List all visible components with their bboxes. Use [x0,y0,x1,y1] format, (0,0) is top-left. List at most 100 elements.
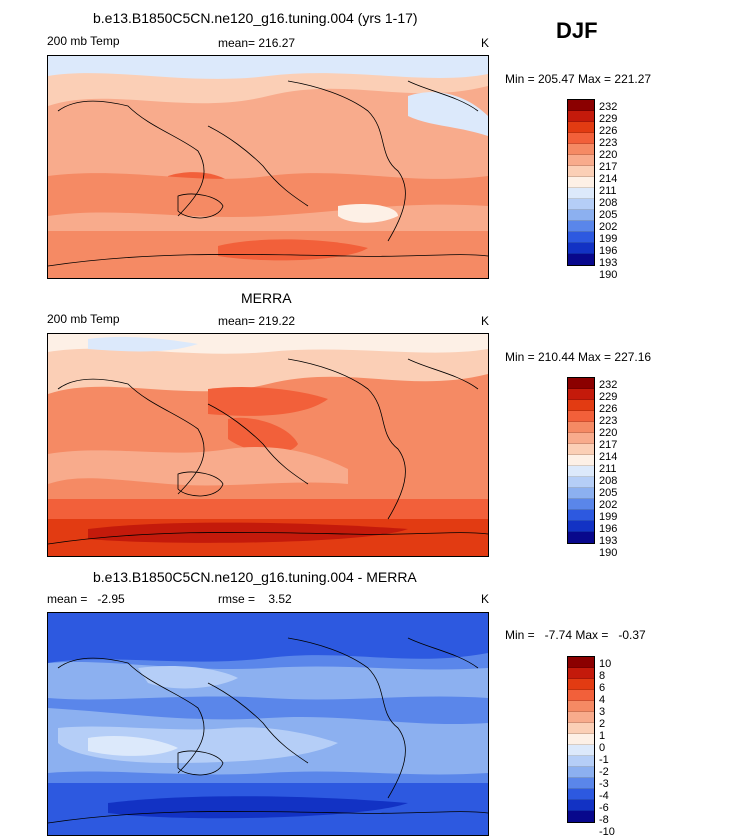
panel3-colorbar [567,656,595,823]
colorbar-tick-label: 229 [599,113,618,125]
panel2-title: MERRA [241,290,292,306]
colorbar-cell [568,811,594,822]
colorbar-cell [568,477,594,488]
colorbar-cell [568,499,594,510]
panel1-contour-field [48,56,488,278]
colorbar-tick-label: 232 [599,379,618,391]
colorbar-cell [568,712,594,723]
colorbar-cell [568,188,594,199]
colorbar-cell [568,723,594,734]
panel3-colorbar-labels: 10 8 6 4 3 2 1 0 -1 -2 -3 -4 -6 -8 -10 [599,658,615,838]
colorbar-cell [568,389,594,400]
colorbar-tick-label: -4 [599,790,609,802]
colorbar-tick-label: 214 [599,173,618,185]
colorbar-cell [568,166,594,177]
colorbar-tick-label: 193 [599,535,618,547]
colorbar-tick-label: -2 [599,766,609,778]
panel1-title: b.e13.B1850C5CN.ne120_g16.tuning.004 (yr… [93,10,418,26]
panel2-contour-field [48,334,488,556]
colorbar-cell [568,767,594,778]
colorbar-tick-label: 226 [599,125,618,137]
colorbar-tick-label: 196 [599,523,618,535]
colorbar-cell [568,701,594,712]
colorbar-tick-label: 214 [599,451,618,463]
colorbar-cell [568,243,594,254]
colorbar-cell [568,133,594,144]
colorbar-cell [568,199,594,210]
colorbar-cell [568,789,594,800]
colorbar-tick-label: 6 [599,682,606,694]
colorbar-tick-label: -6 [599,802,609,814]
colorbar-cell [568,488,594,499]
colorbar-cell [568,745,594,756]
colorbar-tick-label: -10 [599,826,615,838]
panel1-minmax-label: Min = 205.47 Max = 221.27 [505,72,652,86]
panel2-map [47,333,489,557]
panel3-minmax-label: Min = -7.74 Max = -0.37 [505,628,646,642]
colorbar-tick-label: 205 [599,487,618,499]
panel3-title: b.e13.B1850C5CN.ne120_g16.tuning.004 - M… [93,569,417,585]
colorbar-tick-label: -3 [599,778,609,790]
colorbar-cell [568,177,594,188]
colorbar-tick-label: 199 [599,233,618,245]
panel3-mean-label: mean = -2.95 [47,592,125,606]
panel2-mean-label: mean= 219.22 [218,314,296,328]
colorbar-tick-label: 223 [599,415,618,427]
panel1-mean-label: mean= 216.27 [218,36,296,50]
colorbar-tick-label: 211 [599,185,617,197]
colorbar-tick-label: 4 [599,694,606,706]
colorbar-tick-label: 193 [599,257,618,269]
colorbar-tick-label: 208 [599,197,618,209]
colorbar-tick-label: 202 [599,499,618,511]
colorbar-cell [568,100,594,111]
panel1-colorbar [567,99,595,266]
colorbar-tick-label: 205 [599,209,618,221]
panel1-unit-label: K [481,36,490,50]
colorbar-tick-label: 208 [599,475,618,487]
panel1-colorbar-labels: 232 229 226 223 220 217 214 211 208 205 … [599,101,617,281]
colorbar-tick-label: 3 [599,706,606,718]
panel3-contour-field [48,613,488,835]
colorbar-tick-label: 220 [599,427,618,439]
panel2-colorbar-labels: 232 229 226 223 220 217 214 211 208 205 … [599,379,617,559]
colorbar-tick-label: 220 [599,149,618,161]
colorbar-tick-label: 1 [599,730,606,742]
colorbar-tick-label: 217 [599,439,618,451]
colorbar-cell [568,521,594,532]
panel3-rmse-label: rmse = 3.52 [218,592,292,606]
colorbar-cell [568,111,594,122]
colorbar-cell [568,254,594,265]
colorbar-cell [568,455,594,466]
colorbar-tick-label: 226 [599,403,618,415]
colorbar-cell [568,679,594,690]
colorbar-cell [568,466,594,477]
colorbar-cell [568,690,594,701]
colorbar-tick-label: 2 [599,718,606,730]
colorbar-cell [568,155,594,166]
panel3-map [47,612,489,836]
colorbar-cell [568,668,594,679]
colorbar-cell [568,433,594,444]
colorbar-cell [568,221,594,232]
colorbar-cell [568,734,594,745]
colorbar-cell [568,144,594,155]
colorbar-tick-label: 202 [599,221,618,233]
colorbar-tick-label: 8 [599,670,606,682]
colorbar-cell [568,232,594,243]
panel1-map [47,55,489,279]
colorbar-cell [568,657,594,668]
colorbar-cell [568,411,594,422]
colorbar-cell [568,444,594,455]
colorbar-tick-label: 0 [599,742,606,754]
colorbar-cell [568,532,594,543]
colorbar-tick-label: -1 [599,754,609,766]
season-label: DJF [556,18,598,43]
panel3-unit-label: K [481,592,490,606]
panel2-colorbar [567,377,595,544]
panel2-variable-label: 200 mb Temp [47,312,120,326]
colorbar-tick-label: 223 [599,137,618,149]
colorbar-cell [568,378,594,389]
colorbar-tick-label: 190 [599,269,618,281]
colorbar-cell [568,122,594,133]
colorbar-tick-label: 190 [599,547,618,559]
